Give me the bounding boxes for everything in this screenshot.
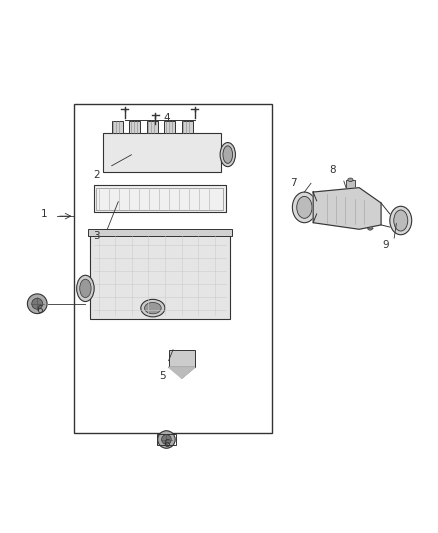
Text: 6: 6 (163, 439, 170, 449)
Ellipse shape (32, 298, 43, 309)
Ellipse shape (390, 206, 412, 235)
Bar (112, 120, 123, 133)
Text: 6: 6 (36, 305, 43, 316)
Text: 4: 4 (163, 112, 170, 123)
Polygon shape (169, 367, 195, 378)
Bar (129, 120, 140, 133)
Bar (157, 434, 176, 445)
Ellipse shape (145, 302, 161, 314)
Ellipse shape (394, 210, 408, 231)
Bar (103, 133, 221, 172)
Bar (90, 231, 230, 319)
Ellipse shape (348, 178, 353, 182)
Ellipse shape (367, 226, 373, 230)
Ellipse shape (220, 142, 236, 167)
Ellipse shape (162, 435, 171, 445)
Polygon shape (313, 188, 381, 229)
Ellipse shape (158, 431, 175, 448)
Bar (147, 120, 158, 133)
Ellipse shape (27, 294, 47, 313)
Bar (182, 120, 193, 133)
Bar (346, 180, 355, 188)
Text: 1: 1 (40, 209, 47, 219)
Text: 8: 8 (329, 165, 336, 175)
Bar (88, 229, 232, 236)
Text: 3: 3 (93, 231, 100, 241)
Ellipse shape (292, 192, 316, 223)
Ellipse shape (297, 197, 312, 219)
Text: 7: 7 (290, 178, 297, 188)
Text: 2: 2 (93, 169, 100, 180)
Ellipse shape (141, 300, 165, 317)
Bar (74, 104, 272, 433)
Ellipse shape (80, 279, 91, 297)
Bar (96, 188, 223, 209)
Bar (164, 120, 175, 133)
Bar (169, 350, 195, 367)
Bar (94, 185, 226, 212)
Ellipse shape (77, 275, 94, 302)
Text: 9: 9 (382, 240, 389, 249)
Ellipse shape (223, 146, 233, 163)
Text: 5: 5 (159, 371, 166, 381)
